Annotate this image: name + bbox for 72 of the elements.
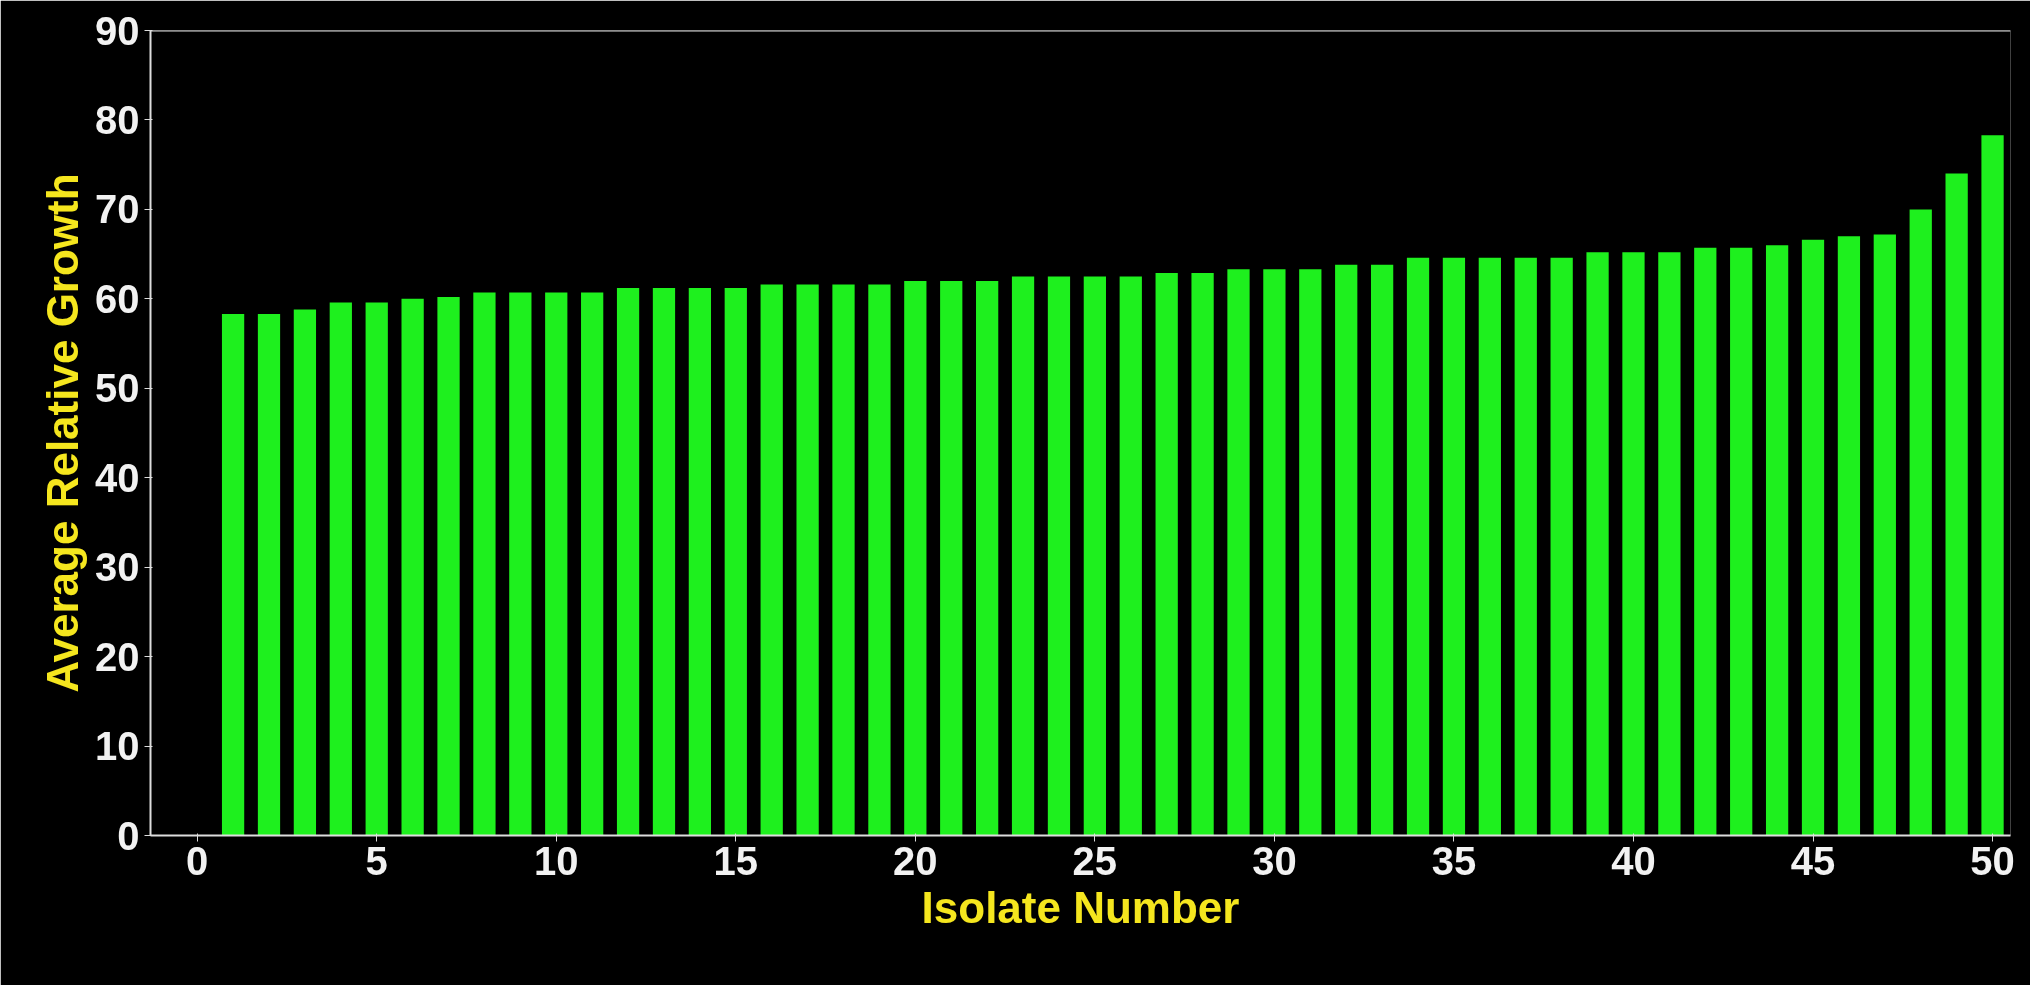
bar [868,284,891,836]
bar [1909,209,1932,836]
bar [652,288,676,836]
y-tick-label: 60 [95,276,140,321]
bar [1945,173,1968,836]
x-tick-label: 25 [1072,838,1118,883]
bar [832,284,855,836]
bar [1083,276,1106,836]
bar [1981,135,2004,836]
y-tick-label: 70 [95,187,140,232]
x-tick-label: 45 [1790,838,1836,883]
x-tick-label: 35 [1431,838,1477,883]
y-tick-label: 40 [95,455,140,500]
y-tick-label: 80 [95,97,140,142]
x-tick-label: 5 [365,838,388,883]
y-tick-label: 30 [95,545,140,590]
bar [1837,236,1861,836]
bar [1873,234,1896,836]
bar [760,284,783,836]
bar [1011,276,1035,836]
bar [1442,257,1466,836]
bar [1514,257,1537,836]
bar [581,292,604,836]
bar [796,284,819,836]
bar [724,288,747,836]
bar [257,314,281,836]
bar [1622,252,1645,836]
bar [1335,264,1358,836]
bar [1765,245,1789,836]
x-tick-label: 20 [893,838,938,883]
bar [940,280,963,836]
bar [293,309,317,836]
bar [1406,257,1430,836]
y-tick-label: 20 [95,634,140,679]
bar [688,288,712,836]
bar [1155,272,1178,836]
bar [1370,264,1394,836]
bar [1801,239,1825,836]
bar [1263,269,1286,836]
bar [1550,257,1573,836]
x-tick-label: 10 [534,838,579,883]
bar [1119,276,1142,836]
bar [329,302,352,836]
bar [976,280,999,836]
bar [616,288,640,836]
bar [1694,247,1717,836]
bar [1299,269,1322,836]
bar [545,292,568,836]
x-tick-label: 30 [1252,838,1297,883]
y-tick-label: 10 [95,724,140,769]
x-axis-title: Isolate Number [921,882,1240,932]
bar [1586,252,1609,836]
bar [221,314,245,836]
bar [1658,252,1681,836]
bar [1478,257,1501,836]
x-tick-label: 40 [1611,838,1656,883]
bar [401,298,424,836]
bar [509,292,532,836]
bar [365,302,388,836]
y-tick-label: 90 [95,8,140,53]
x-tick-label: 50 [1970,838,2015,883]
bar [1227,269,1250,836]
bar [904,280,927,836]
x-tick-label: 15 [713,838,759,883]
y-axis-title: Average Relative Growth [38,173,88,693]
bar [437,297,460,836]
bar [1191,272,1214,836]
y-tick-label: 50 [95,366,140,411]
bar [473,292,496,836]
x-tick-label: 0 [186,838,209,883]
bar [1047,276,1071,836]
bar [1730,247,1753,836]
